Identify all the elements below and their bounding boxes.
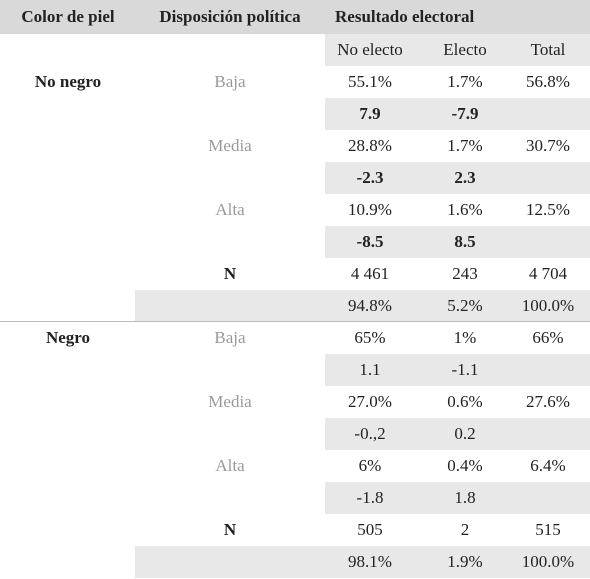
row-band — [325, 98, 590, 130]
residual-cell: 1.1 — [359, 360, 381, 379]
count-cell: 4 704 — [528, 264, 568, 283]
level-label: Alta — [215, 456, 245, 475]
value-cell: 0.6% — [447, 392, 483, 411]
n-label: N — [223, 264, 237, 283]
value-cell: 6.4% — [530, 456, 566, 475]
row-band — [325, 226, 590, 258]
value-cell: 1% — [453, 328, 477, 347]
value-cell: 12.5% — [526, 200, 570, 219]
value-cell: 65% — [354, 328, 386, 347]
header-cell: Resultado electoral — [335, 7, 475, 26]
value-cell: 1.7% — [447, 72, 483, 91]
value-cell: 55.1% — [348, 72, 392, 91]
count-cell: 505 — [357, 520, 383, 539]
residual-cell: 2.3 — [454, 168, 476, 187]
value-cell: 10.9% — [348, 200, 392, 219]
value-cell: 56.8% — [526, 72, 570, 91]
header-cell: Color de piel — [21, 7, 115, 26]
subheader-band — [325, 34, 590, 66]
header-cell: Disposición política — [159, 7, 301, 26]
subheader-cell: Electo — [443, 40, 487, 59]
percent-cell: 100.0% — [521, 296, 575, 315]
value-cell: 66% — [532, 328, 564, 347]
header-band — [0, 0, 590, 34]
residual-cell: -7.9 — [451, 104, 479, 123]
row-band — [135, 290, 590, 322]
residual-cell: -2.3 — [356, 168, 384, 187]
count-cell: 515 — [535, 520, 561, 539]
value-cell: 27.0% — [348, 392, 392, 411]
subheader-cell: No electo — [337, 40, 403, 59]
row-band — [325, 162, 590, 194]
count-cell: 4 461 — [350, 264, 390, 283]
row-band — [325, 354, 590, 386]
level-label: Media — [208, 392, 252, 411]
row-band — [325, 418, 590, 450]
value-cell: 30.7% — [526, 136, 570, 155]
percent-cell: 100.0% — [521, 552, 575, 571]
value-cell: 1.7% — [447, 136, 483, 155]
count-cell: 243 — [452, 264, 478, 283]
residual-cell: -0.,2 — [354, 424, 386, 443]
residual-cell: 1.8 — [454, 488, 476, 507]
percent-cell: 5.2% — [447, 296, 483, 315]
level-label: Alta — [215, 200, 245, 219]
value-cell: 28.8% — [348, 136, 392, 155]
percent-cell: 1.9% — [447, 552, 483, 571]
value-cell: 0.4% — [447, 456, 483, 475]
row-band — [325, 482, 590, 514]
count-cell: 2 — [460, 520, 470, 539]
percent-cell: 94.8% — [348, 296, 392, 315]
residual-cell: -1.1 — [451, 360, 479, 379]
percent-cell: 98.1% — [348, 552, 392, 571]
subheader-cell: Total — [530, 40, 566, 59]
level-label: Baja — [214, 328, 246, 347]
group-label: Negro — [45, 328, 91, 347]
group-separator — [0, 321, 590, 322]
residual-cell: 7.9 — [359, 104, 381, 123]
row-band — [135, 546, 590, 578]
residual-cell: -1.8 — [356, 488, 384, 507]
value-cell: 6% — [358, 456, 382, 475]
group-label: No negro — [34, 72, 102, 91]
residual-cell: -8.5 — [356, 232, 384, 251]
residual-cell: 0.2 — [454, 424, 476, 443]
value-cell: 27.6% — [526, 392, 570, 411]
n-label: N — [223, 520, 237, 539]
level-label: Media — [208, 136, 252, 155]
value-cell: 1.6% — [447, 200, 483, 219]
residual-cell: 8.5 — [454, 232, 476, 251]
level-label: Baja — [214, 72, 246, 91]
